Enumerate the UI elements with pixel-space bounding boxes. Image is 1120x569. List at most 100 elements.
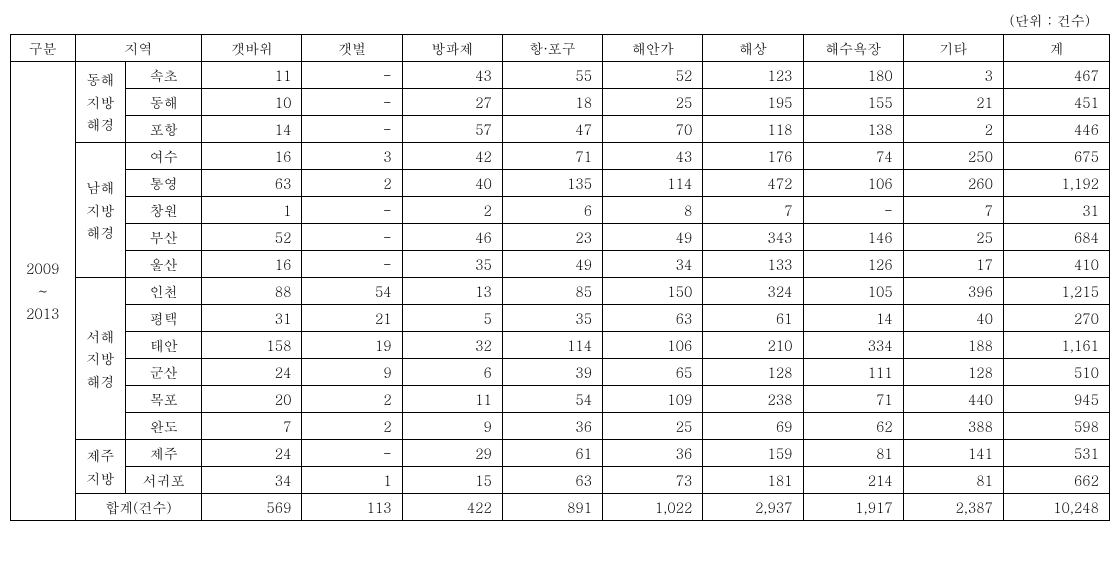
v: 71	[502, 143, 602, 170]
v: 16	[202, 143, 302, 170]
group-line: 지방	[86, 348, 114, 368]
v: 31	[1003, 197, 1109, 224]
group-line: 제주	[86, 445, 114, 465]
v: 210	[703, 332, 803, 359]
group-line: 남해	[86, 177, 114, 197]
v: -	[302, 62, 402, 89]
v: 451	[1003, 89, 1109, 116]
v: 250	[903, 143, 1003, 170]
tv: 1,022	[603, 494, 703, 521]
th-region: 지역	[75, 35, 202, 62]
period-cell: 2009 ~ 2013	[11, 62, 76, 521]
v: 2	[302, 170, 402, 197]
table-row: 창원 1 - 2 6 8 7 - 7 31	[11, 197, 1110, 224]
table-row: 서귀포 34 1 15 63 73 181 214 81 662	[11, 467, 1110, 494]
v: 324	[703, 278, 803, 305]
v: 43	[603, 143, 703, 170]
city-cell: 포항	[126, 116, 202, 143]
total-label: 합계(건수)	[75, 494, 202, 521]
table-row: 울산 16 - 35 49 34 133 126 17 410	[11, 251, 1110, 278]
v: 24	[202, 359, 302, 386]
v: 20	[202, 386, 302, 413]
table-row: 완도 7 2 9 36 25 69 62 388 598	[11, 413, 1110, 440]
th-period: 구분	[11, 35, 76, 62]
table-row: 평택 31 21 5 35 63 61 14 40 270	[11, 305, 1110, 332]
period-line3: 2013	[26, 303, 59, 323]
v: 2	[302, 386, 402, 413]
table-row: 2009 ~ 2013 동해 지방 해경 속초 11 - 43 55 52 12…	[11, 62, 1110, 89]
group-line: 지방	[86, 92, 114, 112]
v: 40	[903, 305, 1003, 332]
v: 54	[502, 386, 602, 413]
city-cell: 서귀포	[126, 467, 202, 494]
v: 7	[202, 413, 302, 440]
v: 19	[302, 332, 402, 359]
city-cell: 평택	[126, 305, 202, 332]
v: 9	[402, 413, 502, 440]
v: 62	[803, 413, 903, 440]
city-cell: 목포	[126, 386, 202, 413]
v: 49	[603, 224, 703, 251]
th-c9: 계	[1003, 35, 1109, 62]
v: 42	[402, 143, 502, 170]
v: 159	[703, 440, 803, 467]
v: 61	[502, 440, 602, 467]
v: 52	[603, 62, 703, 89]
v: 510	[1003, 359, 1109, 386]
v: 467	[1003, 62, 1109, 89]
v: 945	[1003, 386, 1109, 413]
group-line: 해경	[86, 114, 114, 134]
v: 73	[603, 467, 703, 494]
th-c6: 해상	[703, 35, 803, 62]
total-row: 합계(건수) 569 113 422 891 1,022 2,937 1,917…	[11, 494, 1110, 521]
city-cell: 여수	[126, 143, 202, 170]
header-row: 구분 지역 갯바위 갯벌 방파제 항·포구 해안가 해상 해수욕장 기타 계	[11, 35, 1110, 62]
period-line1: 2009	[26, 258, 59, 278]
v: 188	[903, 332, 1003, 359]
v: 270	[1003, 305, 1109, 332]
v: 65	[603, 359, 703, 386]
v: 29	[402, 440, 502, 467]
v: 27	[402, 89, 502, 116]
v: 36	[603, 440, 703, 467]
group-east: 동해 지방 해경	[75, 62, 126, 143]
v: 40	[402, 170, 502, 197]
city-cell: 인천	[126, 278, 202, 305]
group-line: 해경	[86, 222, 114, 242]
v: -	[302, 440, 402, 467]
tv: 891	[502, 494, 602, 521]
v: 3	[903, 62, 1003, 89]
v: 135	[502, 170, 602, 197]
v: 109	[603, 386, 703, 413]
v: 39	[502, 359, 602, 386]
v: 17	[903, 251, 1003, 278]
table-row: 태안 158 19 32 114 106 210 334 188 1,161	[11, 332, 1110, 359]
v: 57	[402, 116, 502, 143]
v: 176	[703, 143, 803, 170]
city-cell: 부산	[126, 224, 202, 251]
v: 31	[202, 305, 302, 332]
v: 71	[803, 386, 903, 413]
city-cell: 동해	[126, 89, 202, 116]
table-row: 제주 지방 제주 24 - 29 61 36 159 81 141 531	[11, 440, 1110, 467]
v: 36	[502, 413, 602, 440]
city-cell: 태안	[126, 332, 202, 359]
tv: 569	[202, 494, 302, 521]
v: 146	[803, 224, 903, 251]
table-row: 목포 20 2 11 54 109 238 71 440 945	[11, 386, 1110, 413]
table-row: 통영 63 2 40 135 114 472 106 260 1,192	[11, 170, 1110, 197]
tv: 10,248	[1003, 494, 1109, 521]
table-row: 부산 52 - 46 23 49 343 146 25 684	[11, 224, 1110, 251]
v: 55	[502, 62, 602, 89]
v: 9	[302, 359, 402, 386]
v: 46	[402, 224, 502, 251]
table-row: 포항 14 - 57 47 70 118 138 2 446	[11, 116, 1110, 143]
v: 105	[803, 278, 903, 305]
v: 118	[703, 116, 803, 143]
city-cell: 완도	[126, 413, 202, 440]
v: 52	[202, 224, 302, 251]
v: 63	[603, 305, 703, 332]
v: 126	[803, 251, 903, 278]
v: 25	[603, 413, 703, 440]
v: 662	[1003, 467, 1109, 494]
